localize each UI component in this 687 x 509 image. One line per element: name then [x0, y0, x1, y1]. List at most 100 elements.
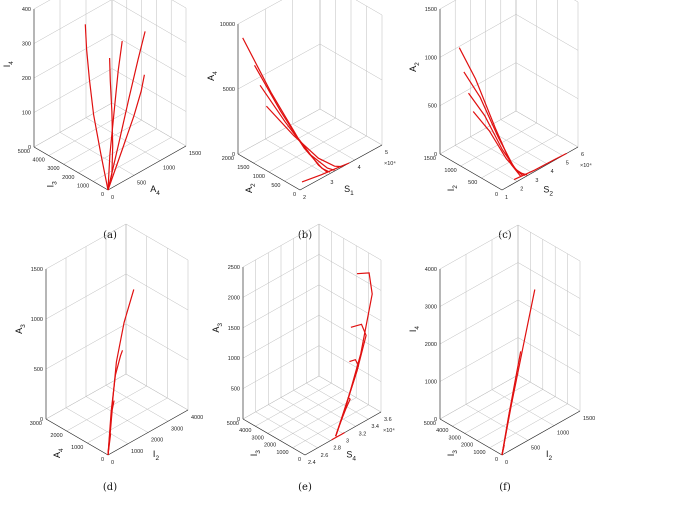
gridline [33, 33, 113, 79]
x-tick-label: 500 [271, 183, 280, 189]
x-tick-label: 4000 [33, 158, 45, 164]
x-tick-label: 1000 [473, 450, 485, 456]
z-axis-label: A2 [408, 62, 421, 72]
x-tick-label: 0 [495, 192, 498, 198]
gridline [439, 299, 519, 345]
x-tick-label: 1000 [77, 183, 89, 189]
x-tick-label: 3000 [449, 435, 461, 441]
y-axis-label: I2 [546, 449, 553, 462]
z-tick-label: 1500 [31, 267, 43, 273]
x-tick-label: 0 [101, 192, 104, 198]
gridline [112, 0, 187, 43]
gridline [515, 110, 579, 148]
z-tick-label: 0 [40, 417, 43, 423]
x-tick-label: 2000 [50, 433, 62, 439]
x-tick-label: 1000 [253, 174, 265, 180]
z-tick-label: 500 [231, 387, 240, 393]
trajectory-5 [301, 162, 350, 183]
x-tick-label: 4000 [436, 428, 448, 434]
y-tick-label: 2 [303, 195, 306, 201]
y-tick-label: 3.4 [371, 424, 379, 430]
gridline [306, 382, 369, 420]
y-tick-label: 3 [330, 180, 333, 186]
gridline [268, 126, 352, 173]
gridline [111, 68, 187, 112]
gridline [33, 102, 113, 148]
z-tick-label: 1000 [425, 55, 437, 61]
x-tick-label: 2000 [461, 443, 473, 449]
gridline [111, 102, 187, 147]
x-tick-label: 5000 [18, 149, 30, 155]
trajectory-1 [107, 289, 135, 456]
x-tick-label: 5000 [227, 421, 239, 427]
z-tick-label: 3000 [425, 305, 437, 311]
gridline [464, 389, 543, 434]
y-axis-line [299, 144, 383, 191]
y-axis-label: S1 [344, 184, 354, 197]
gridline [93, 137, 172, 182]
y-tick-label: 3.2 [359, 431, 367, 437]
gridline [452, 381, 531, 427]
gridline [237, 0, 283, 25]
y-tick-label: 0 [111, 460, 114, 466]
gridline [439, 110, 517, 155]
gridline [85, 117, 161, 161]
gridline [33, 0, 112, 44]
x-axis-line [45, 418, 109, 456]
x-tick-label: 2000 [264, 443, 276, 449]
gridline [65, 407, 129, 444]
z-tick-label: 2000 [228, 295, 240, 301]
gridline [318, 345, 382, 382]
z-tick-label: 100 [22, 111, 31, 117]
gridline [470, 136, 533, 174]
x-tick-label: 1500 [237, 165, 249, 171]
z-tick-label: 400 [22, 7, 31, 13]
gridline [318, 223, 382, 261]
z-axis-label: I4 [2, 61, 15, 68]
gridline [237, 108, 321, 155]
panel-caption: (d) [103, 482, 117, 493]
panel-e: 0100020003000400050002.42.62.833.23.43.6… [211, 223, 395, 493]
z-axis-label: A4 [206, 71, 219, 81]
gridline [125, 273, 189, 311]
y-tick-label: 1000 [557, 431, 569, 437]
y-axis-line [107, 145, 187, 191]
y-tick-label: 1 [505, 195, 508, 201]
trajectory-4 [501, 444, 505, 456]
gridline [517, 337, 581, 374]
x-tick-label: 1000 [444, 168, 456, 174]
z-tick-label: 2500 [228, 265, 240, 271]
gridline [125, 223, 189, 261]
gridline [500, 119, 563, 156]
gridline [63, 119, 142, 165]
x-tick-label: 1000 [276, 450, 288, 456]
trajectory-5 [331, 432, 345, 441]
z-tick-label: 0 [28, 145, 31, 151]
x-tick-label: 3000 [252, 435, 264, 441]
y-tick-label: 3 [535, 178, 538, 184]
z-tick-label: 500 [428, 104, 437, 110]
y-tick-label: 4000 [191, 415, 203, 421]
gridline [318, 284, 382, 322]
y-tick-label: 0 [111, 195, 114, 201]
y-tick-label: 500 [137, 180, 146, 186]
panel-caption: (e) [298, 482, 312, 493]
panel-c: 0 500 1000 1500 1 2 3 4 5 6 0 500 1000 1500 ×10⁴ I2 S2 A2… [408, 0, 592, 241]
gridline [517, 224, 581, 262]
y-tick-label: 1500 [583, 416, 595, 422]
x-tick-label: 4000 [239, 428, 251, 434]
gridline [439, 14, 517, 58]
panel-a: 0100020003000400050000500100015000100200… [2, 0, 201, 241]
y-tick-label: 2.4 [308, 460, 316, 466]
y-axis-label: S2 [543, 185, 553, 198]
trajectory-3 [107, 31, 146, 191]
gridline [439, 337, 519, 382]
z-tick-label: 1000 [31, 317, 43, 323]
x-axis-label: I3 [249, 450, 262, 457]
x-axis-label: A2 [244, 183, 257, 193]
x-tick-label: 3000 [30, 421, 42, 427]
gridline [515, 62, 579, 99]
x-axis-line [33, 146, 109, 191]
